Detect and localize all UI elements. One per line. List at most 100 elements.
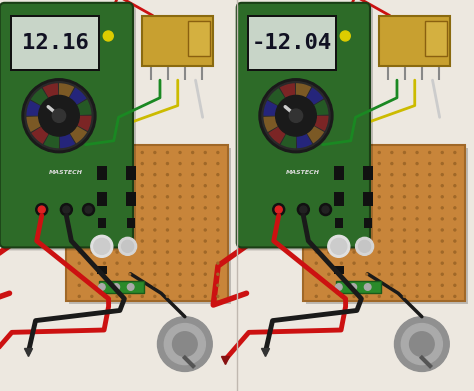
Circle shape: [391, 251, 393, 253]
Circle shape: [353, 295, 355, 298]
Wedge shape: [59, 116, 75, 148]
Circle shape: [441, 229, 443, 231]
Wedge shape: [264, 100, 296, 116]
Circle shape: [454, 240, 456, 242]
Circle shape: [391, 196, 393, 198]
Circle shape: [416, 273, 418, 275]
Wedge shape: [296, 99, 328, 116]
Circle shape: [60, 204, 73, 215]
Circle shape: [454, 151, 456, 154]
Circle shape: [103, 196, 105, 198]
Circle shape: [204, 295, 206, 298]
Circle shape: [365, 229, 368, 231]
Circle shape: [166, 196, 168, 198]
Circle shape: [340, 151, 342, 154]
Circle shape: [128, 295, 131, 298]
Circle shape: [315, 262, 317, 264]
Circle shape: [179, 207, 181, 209]
Circle shape: [315, 151, 317, 154]
Circle shape: [128, 196, 131, 198]
Circle shape: [191, 273, 194, 275]
Circle shape: [365, 207, 368, 209]
Circle shape: [191, 229, 194, 231]
Wedge shape: [59, 116, 91, 131]
Circle shape: [103, 151, 105, 154]
Circle shape: [394, 317, 449, 371]
Circle shape: [179, 196, 181, 198]
Circle shape: [403, 174, 405, 176]
Circle shape: [353, 151, 355, 154]
Circle shape: [340, 207, 342, 209]
Circle shape: [103, 207, 105, 209]
Circle shape: [217, 174, 219, 176]
Circle shape: [340, 218, 342, 220]
Circle shape: [78, 262, 80, 264]
Circle shape: [204, 273, 206, 275]
Circle shape: [315, 196, 317, 198]
Circle shape: [141, 240, 143, 242]
Circle shape: [91, 251, 93, 253]
Circle shape: [103, 174, 105, 176]
Circle shape: [403, 218, 405, 220]
Text: 12.16: 12.16: [22, 33, 89, 53]
Circle shape: [416, 185, 418, 187]
Circle shape: [328, 273, 330, 275]
Circle shape: [116, 229, 118, 231]
Circle shape: [116, 163, 118, 165]
Bar: [425, 21, 447, 56]
Circle shape: [103, 240, 105, 242]
Circle shape: [315, 273, 317, 275]
Circle shape: [78, 163, 80, 165]
Circle shape: [191, 240, 194, 242]
Circle shape: [166, 273, 168, 275]
Circle shape: [217, 207, 219, 209]
Circle shape: [141, 151, 143, 154]
Circle shape: [128, 262, 131, 264]
Circle shape: [78, 196, 80, 198]
Circle shape: [416, 163, 418, 165]
Circle shape: [204, 262, 206, 264]
Circle shape: [365, 284, 371, 290]
Circle shape: [217, 218, 219, 220]
Circle shape: [340, 240, 342, 242]
Circle shape: [204, 229, 206, 231]
Circle shape: [63, 206, 70, 213]
Bar: [364, 218, 372, 228]
Circle shape: [428, 185, 431, 187]
Circle shape: [340, 273, 342, 275]
Bar: [237, 0, 474, 391]
Circle shape: [154, 295, 156, 298]
Circle shape: [179, 151, 181, 154]
Circle shape: [141, 273, 143, 275]
Circle shape: [365, 295, 368, 298]
Circle shape: [128, 251, 131, 253]
Circle shape: [103, 185, 105, 187]
Circle shape: [154, 284, 156, 286]
Circle shape: [157, 317, 212, 371]
Circle shape: [340, 262, 342, 264]
Circle shape: [391, 163, 393, 165]
Circle shape: [403, 295, 405, 298]
Circle shape: [378, 207, 380, 209]
Circle shape: [378, 174, 380, 176]
Circle shape: [116, 284, 118, 286]
Circle shape: [441, 240, 443, 242]
Circle shape: [403, 284, 405, 286]
Circle shape: [141, 185, 143, 187]
Circle shape: [25, 82, 93, 150]
Bar: [126, 166, 136, 180]
Circle shape: [315, 218, 317, 220]
Circle shape: [428, 218, 431, 220]
Circle shape: [116, 273, 118, 275]
Circle shape: [416, 174, 418, 176]
Circle shape: [315, 295, 317, 298]
Circle shape: [353, 196, 355, 198]
Bar: [66, 145, 228, 301]
Circle shape: [122, 240, 134, 252]
Circle shape: [365, 273, 368, 275]
Circle shape: [403, 273, 405, 275]
Circle shape: [179, 229, 181, 231]
Circle shape: [428, 163, 431, 165]
Circle shape: [289, 109, 302, 122]
Circle shape: [103, 295, 105, 298]
